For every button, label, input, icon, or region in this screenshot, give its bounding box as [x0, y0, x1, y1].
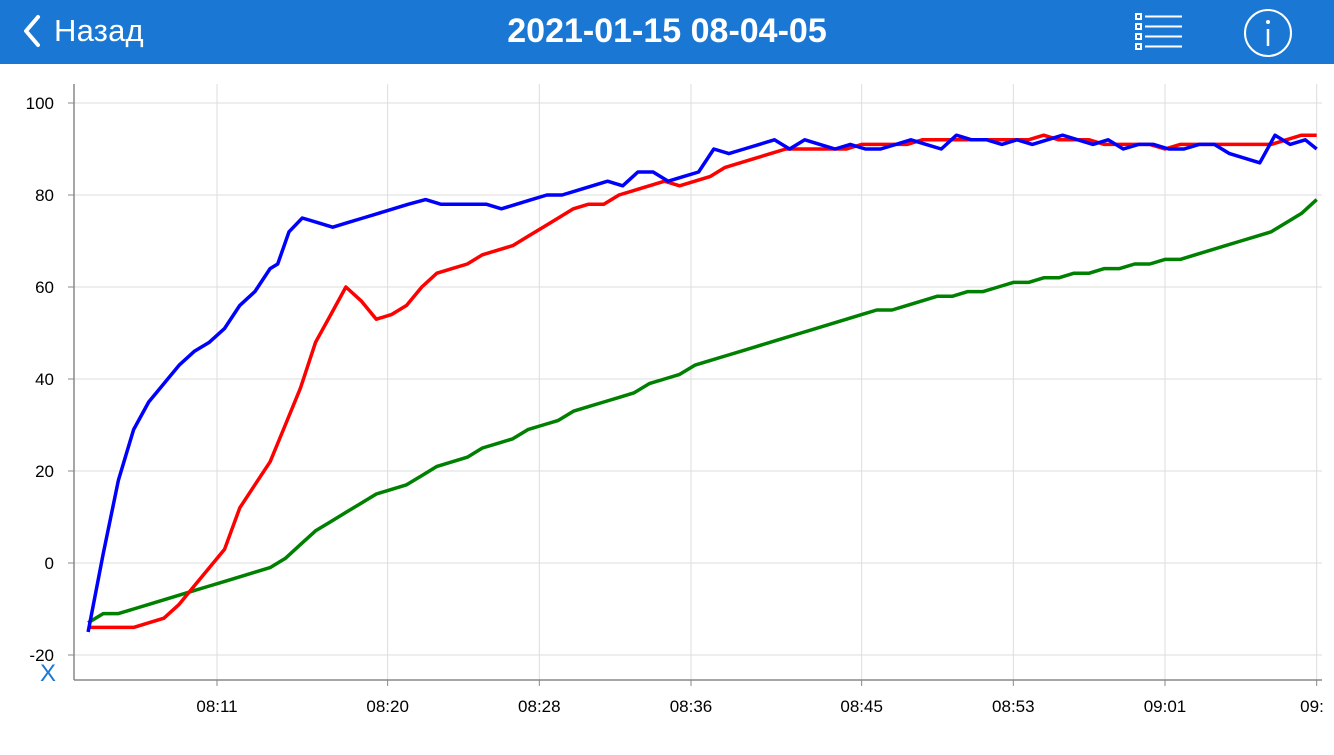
- series-line-008000[interactable]: [87, 198, 1318, 625]
- chart-area: -20 0 20 40 60 80 100 08:11 08:20 08:28 08:36 08:45…: [0, 64, 1334, 750]
- y-tick-label: -20: [29, 646, 54, 665]
- x-tick-label: 09:01: [1144, 697, 1187, 716]
- x-tick-label: 08:11: [196, 697, 237, 716]
- top-navigation-bar: Назад 2021-01-15 08-04-05: [0, 0, 1334, 64]
- y-tick-label: 100: [26, 94, 54, 113]
- y-tick-label: 40: [35, 370, 54, 389]
- x-axis-marker[interactable]: X: [40, 660, 57, 687]
- y-tick-label: 60: [35, 278, 54, 297]
- x-tick-label: 08:20: [366, 697, 409, 716]
- x-tick-label: 08:36: [670, 697, 713, 716]
- info-icon: [1244, 9, 1292, 57]
- series-line-0000ff[interactable]: [86, 133, 1318, 633]
- x-tick-label: 08:45: [840, 697, 883, 716]
- chevron-left-icon: [24, 15, 40, 47]
- list-button[interactable]: [1134, 12, 1184, 52]
- x-tick-label: 09:: [1300, 697, 1324, 716]
- info-button[interactable]: [1243, 8, 1293, 58]
- line-chart[interactable]: -20 0 20 40 60 80 100 08:11 08:20 08:28 08:36 08:45…: [0, 64, 1334, 750]
- list-icon: [1135, 13, 1182, 50]
- back-button[interactable]: Назад: [22, 10, 144, 52]
- y-tick-label: 20: [35, 462, 54, 481]
- y-tick-label: 80: [35, 186, 54, 205]
- page-title: 2021-01-15 08-04-05: [507, 12, 827, 50]
- y-tick-label: 0: [45, 554, 54, 573]
- x-tick-label: 08:28: [518, 697, 561, 716]
- back-label: Назад: [54, 13, 144, 48]
- series-line-ff0000[interactable]: [88, 133, 1317, 630]
- x-tick-label: 08:53: [992, 697, 1035, 716]
